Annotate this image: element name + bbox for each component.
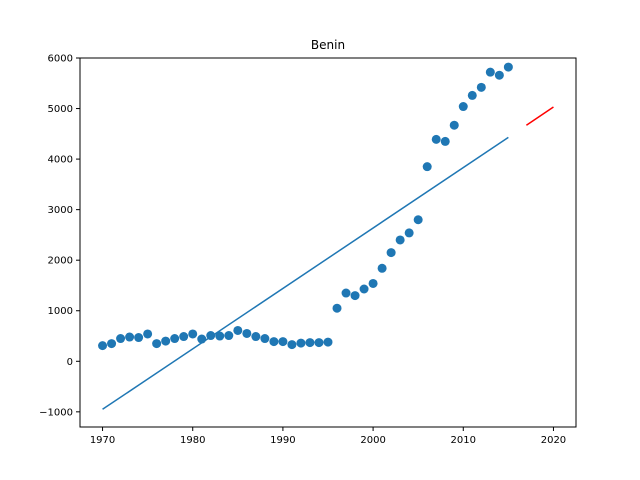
data-point <box>332 303 342 313</box>
data-point <box>395 235 405 245</box>
data-point <box>494 70 504 80</box>
data-point <box>458 102 468 112</box>
data-point <box>134 333 144 343</box>
data-point <box>314 338 324 348</box>
data-point <box>170 334 180 344</box>
data-point <box>440 136 450 146</box>
data-point <box>251 332 261 342</box>
data-point <box>431 134 441 144</box>
data-point <box>485 67 495 77</box>
data-point <box>125 332 135 342</box>
data-point <box>107 339 117 349</box>
x-axis: 1970 1980 1990 2000 2010 2020 <box>90 427 566 446</box>
axes-frame <box>79 57 577 428</box>
data-point <box>476 82 486 92</box>
x-tick-label: 1980 <box>180 435 205 446</box>
data-point <box>386 248 396 258</box>
data-point <box>296 338 306 348</box>
data-point <box>449 120 459 130</box>
series-line-2 <box>525 106 554 126</box>
y-tick-label: 6000 <box>48 54 73 65</box>
data-point <box>206 331 216 341</box>
data-point <box>341 288 351 298</box>
y-tick-label: −1000 <box>39 407 73 418</box>
data-point <box>233 325 243 335</box>
y-tick-label: 3000 <box>48 205 73 216</box>
y-tick-label: 4000 <box>48 155 73 166</box>
data-point <box>413 215 423 225</box>
series-line-1 <box>102 136 509 410</box>
data-point <box>224 331 234 341</box>
data-point <box>287 340 297 350</box>
y-tick-label: 5000 <box>48 104 73 115</box>
data-point <box>143 329 153 339</box>
y-tick-label: 0 <box>67 357 73 368</box>
data-point <box>278 337 288 347</box>
data-point <box>116 334 126 344</box>
y-tick-label: 2000 <box>48 256 73 267</box>
data-point <box>161 336 171 346</box>
data-point <box>305 338 315 348</box>
data-point <box>179 332 189 342</box>
y-axis: −1000 0 1000 2000 3000 4000 5000 6000 <box>39 54 80 418</box>
data-point <box>188 329 198 339</box>
data-point <box>152 339 162 349</box>
x-tick-label: 2010 <box>451 435 476 446</box>
data-point <box>269 337 279 347</box>
data-point <box>242 328 252 338</box>
x-tick-label: 2000 <box>360 435 385 446</box>
data-point <box>98 341 108 351</box>
data-point <box>350 291 360 301</box>
x-tick-label: 1970 <box>90 435 115 446</box>
x-tick-label: 2020 <box>541 435 566 446</box>
data-point <box>404 228 414 238</box>
chart-title: Benin <box>311 38 345 52</box>
data-point <box>377 263 387 273</box>
data-point <box>503 62 513 72</box>
data-point <box>359 284 369 294</box>
data-point <box>467 90 477 100</box>
y-tick-label: 1000 <box>48 306 73 317</box>
data-point <box>422 162 432 172</box>
plot-area <box>98 62 554 410</box>
data-point <box>197 334 207 344</box>
data-point <box>260 334 270 344</box>
data-point <box>323 337 333 347</box>
data-point <box>368 278 378 288</box>
x-tick-label: 1990 <box>270 435 295 446</box>
data-point <box>215 331 225 341</box>
